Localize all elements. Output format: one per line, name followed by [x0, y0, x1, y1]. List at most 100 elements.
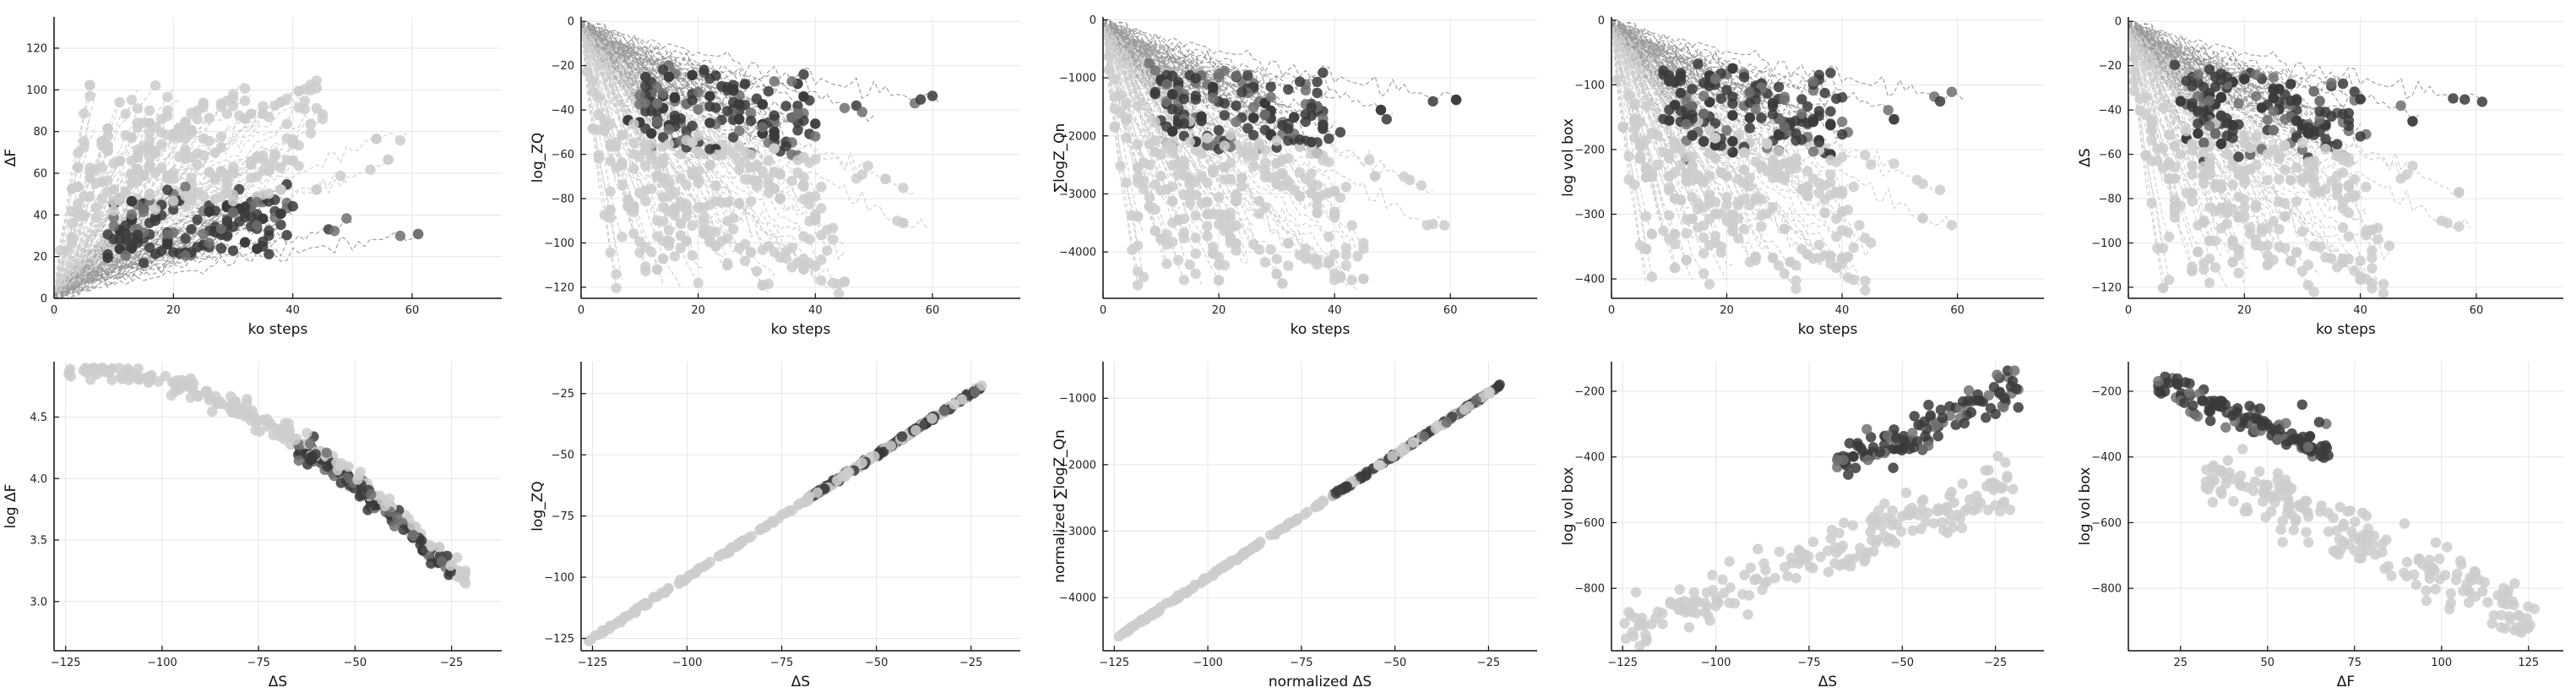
x-tick-label: −125 [578, 657, 608, 669]
data-point [1196, 198, 1207, 209]
data-point [1196, 115, 1207, 127]
x-tick-label: 60 [1950, 304, 1965, 317]
trajectory-line [580, 24, 682, 123]
trajectory-line [2128, 23, 2204, 264]
data-point [780, 508, 791, 519]
data-point [751, 175, 763, 187]
data-point [1674, 584, 1686, 595]
data-point [1773, 160, 1785, 171]
data-point [2367, 224, 2378, 236]
data-point [2239, 74, 2250, 85]
data-point [436, 556, 448, 567]
data-point [215, 243, 227, 254]
data-point [2268, 216, 2279, 226]
x-tick-label: 20 [1720, 304, 1734, 317]
data-point [1439, 220, 1450, 231]
data-point [1922, 507, 1933, 518]
data-point [1873, 505, 1884, 516]
data-point [2209, 262, 2221, 273]
data-point [856, 457, 867, 468]
data-point [2291, 115, 2302, 127]
data-point [1236, 172, 1247, 183]
data-point [2163, 275, 2175, 286]
data-point [617, 180, 628, 191]
data-point [1669, 262, 1681, 274]
data-point [704, 144, 715, 155]
data-point [675, 243, 687, 254]
data-point [2320, 134, 2331, 145]
trajectory-line [580, 22, 698, 93]
data-point [73, 161, 84, 173]
data-point [1946, 86, 1957, 97]
data-point [287, 139, 298, 150]
data-point [2421, 585, 2432, 596]
data-point [1832, 455, 1843, 466]
data-point [1698, 232, 1709, 243]
data-point [1710, 592, 1722, 603]
data-point [1283, 260, 1294, 271]
data-point [2268, 254, 2279, 265]
data-point [417, 545, 428, 556]
trajectory-line [1102, 22, 1335, 277]
data-point [605, 247, 616, 259]
data-point [1132, 139, 1144, 150]
data-point [1727, 147, 1738, 158]
data-point [631, 603, 643, 614]
data-point [1704, 171, 1715, 182]
data-point [132, 103, 144, 114]
data-point [769, 143, 780, 154]
data-point [1956, 522, 1968, 533]
data-point [1127, 210, 1138, 221]
data-point [1709, 139, 1721, 151]
data-point [1733, 232, 1744, 244]
data-point [1161, 95, 1172, 107]
y-tick-label: −1000 [1059, 73, 1096, 85]
data-point [739, 174, 751, 185]
data-point [1920, 516, 1932, 527]
data-point [1980, 465, 1991, 476]
data-point [2268, 92, 2279, 104]
data-point [1919, 416, 1930, 427]
data-point [1739, 570, 1750, 581]
data-point [2262, 175, 2273, 186]
data-point [2187, 188, 2198, 199]
data-point [1167, 147, 1178, 159]
data-point [792, 108, 803, 119]
data-point [215, 166, 227, 177]
data-point [675, 574, 686, 586]
data-point [2193, 128, 2204, 139]
data-point [1172, 168, 1184, 180]
data-point [862, 161, 873, 172]
data-point [1829, 542, 1841, 553]
data-point [605, 186, 616, 197]
data-point [215, 101, 227, 112]
data-point [1334, 127, 1346, 138]
data-point [663, 225, 675, 236]
data-point [365, 164, 376, 175]
data-point [2175, 149, 2186, 160]
data-point [1681, 254, 1692, 265]
trajectory-line [580, 25, 845, 285]
data-point [2262, 240, 2273, 251]
data-point [728, 224, 739, 235]
data-point [1271, 177, 1282, 189]
data-point [1727, 136, 1738, 147]
data-point [2262, 481, 2273, 492]
data-point [2409, 569, 2420, 581]
data-point [2244, 401, 2255, 412]
data-point [1300, 116, 1312, 128]
data-point [1121, 99, 1132, 110]
trajectory-line [1102, 20, 1323, 126]
data-point [687, 220, 698, 232]
data-point [1208, 81, 1219, 93]
data-point [204, 166, 215, 177]
data-point [2291, 196, 2302, 207]
x-tick-label: 40 [1328, 304, 1342, 317]
data-point [1935, 404, 1947, 416]
x-tick-label: −125 [1099, 657, 1129, 669]
data-point [1149, 65, 1160, 76]
data-point [1889, 114, 1899, 125]
data-point [798, 172, 809, 183]
data-point [2155, 388, 2166, 399]
data-point [1364, 154, 1375, 166]
